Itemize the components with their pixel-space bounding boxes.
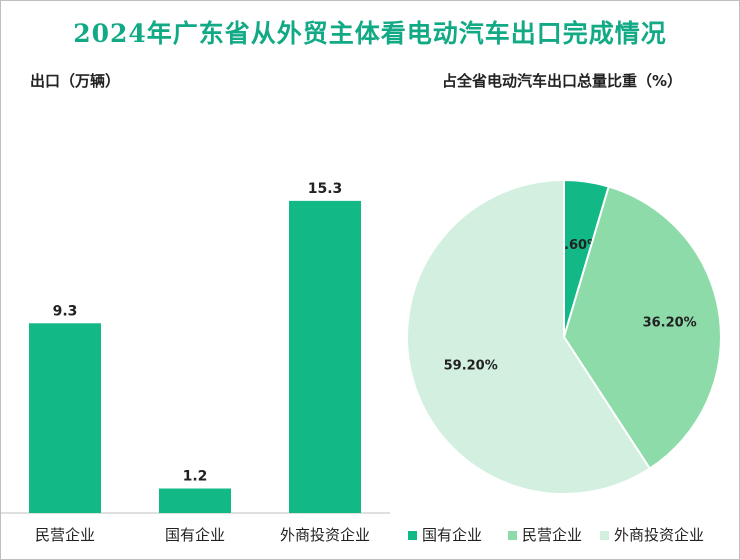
pie-slice-foreign	[406, 178, 652, 495]
bar-category-label-foreign: 外商投资企业	[280, 526, 370, 544]
bar-y-axis-label: 出口（万辆）	[30, 72, 121, 90]
bar-category-label-state: 国有企业	[165, 526, 225, 544]
legend-swatch-state	[408, 531, 417, 540]
bar-value-label-foreign: 15.3	[308, 181, 343, 197]
legend-item-state: 国有企业	[408, 524, 482, 545]
pie-title: 占全省电动汽车出口总量比重（%）	[442, 72, 683, 90]
bar-state	[159, 488, 231, 513]
legend-item-private: 民营企业	[508, 524, 582, 545]
pie-value-label-state: 4.60%	[555, 238, 600, 253]
legend-swatch-private	[508, 531, 517, 540]
legend-swatch-foreign	[600, 531, 609, 540]
pie-value-label-private: 36.20%	[643, 316, 697, 331]
bar-private	[29, 323, 101, 513]
legend-item-foreign: 外商投资企业	[600, 524, 704, 545]
bar-category-label-private: 民营企业	[35, 526, 95, 544]
chart-title: 2024年广东省从外贸主体看电动汽车出口完成情况	[73, 19, 667, 48]
bar-foreign	[289, 200, 361, 513]
legend-label-foreign: 外商投资企业	[614, 526, 705, 544]
pie-value-label-foreign: 59.20%	[444, 359, 498, 374]
legend-label-private: 民营企业	[522, 526, 583, 544]
bar-value-label-private: 9.3	[53, 303, 78, 319]
bar-value-label-state: 1.2	[183, 469, 208, 485]
pie-slice-private	[562, 185, 722, 470]
legend-label-state: 国有企业	[422, 526, 483, 544]
